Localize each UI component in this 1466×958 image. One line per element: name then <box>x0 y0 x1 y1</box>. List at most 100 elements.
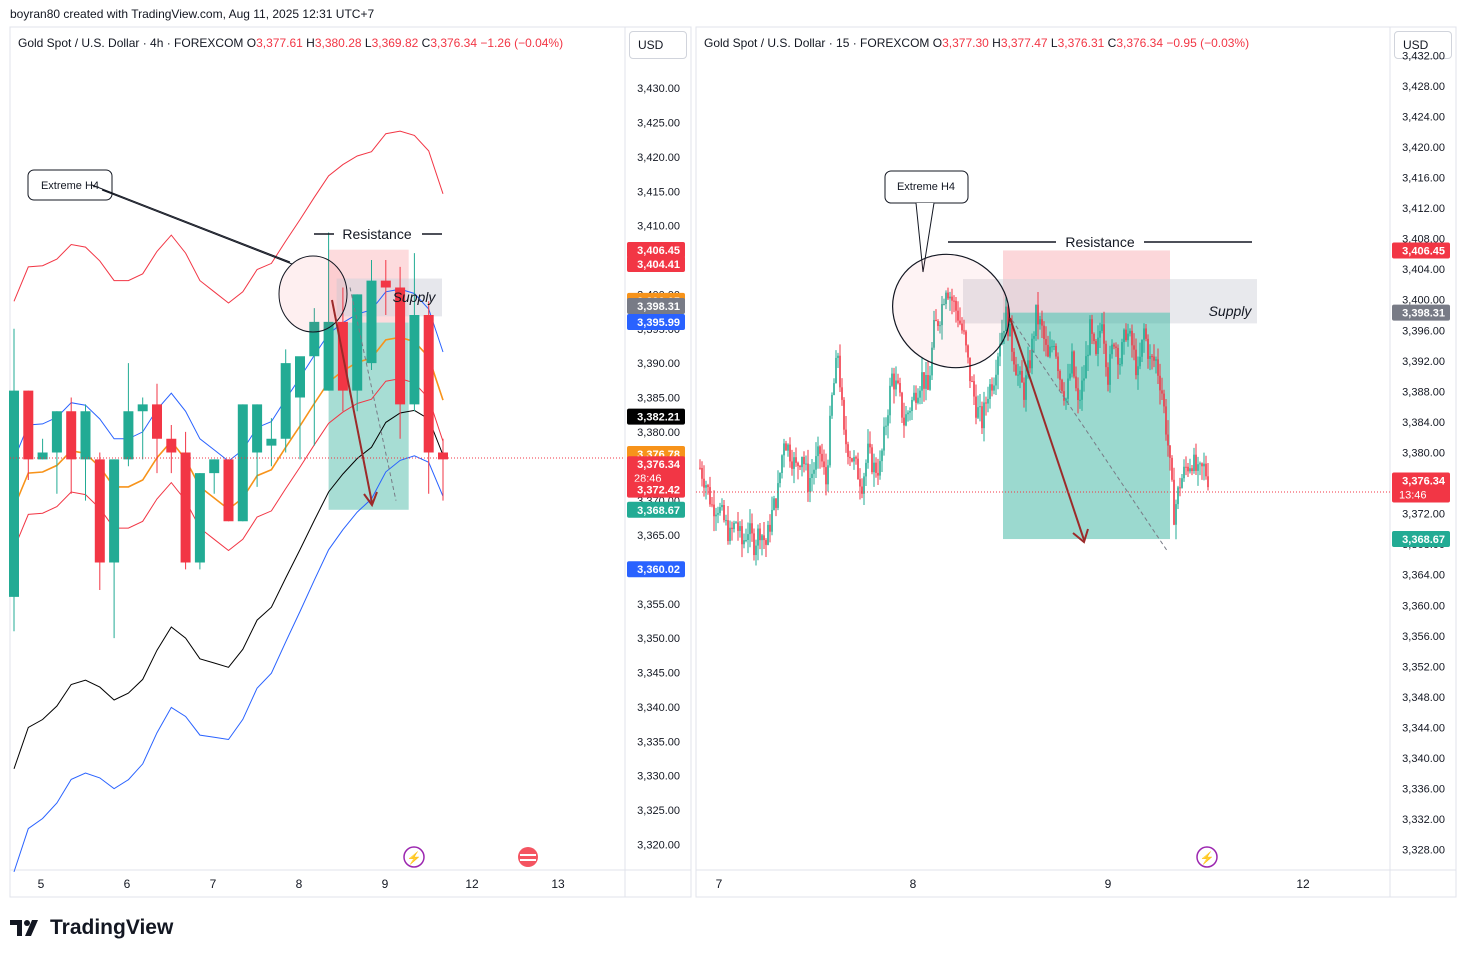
right-candle-body <box>1133 345 1135 350</box>
right-candle-body <box>1059 371 1061 380</box>
left-candle-body <box>266 438 277 446</box>
right-candle-body <box>703 478 705 488</box>
right-candle-body <box>759 528 761 541</box>
right-candle-body <box>829 415 831 466</box>
left-price-tag <box>627 501 685 518</box>
right-candle-body <box>915 392 917 403</box>
left-dashed-path <box>349 287 397 501</box>
right-y-tick-label: 3,412.00 <box>1402 203 1445 215</box>
right-candle-body <box>945 292 947 305</box>
right-candle-body <box>815 456 817 470</box>
right-candle-body <box>823 461 825 468</box>
right-price-tag-countdown: 13:46 <box>1399 489 1427 501</box>
left-y-tick-label: 3,405.00 <box>637 255 680 267</box>
right-candle-body <box>993 385 995 391</box>
right-candle-body <box>753 533 755 556</box>
right-candle-body <box>803 456 805 465</box>
right-candle-body <box>1091 319 1093 334</box>
right-candle-body <box>849 456 851 459</box>
left-y-tick-label: 3,345.00 <box>637 668 680 680</box>
right-candle-body <box>1189 468 1191 472</box>
tradingview-logo[interactable]: TradingView <box>10 916 173 940</box>
left-price-tag <box>627 446 685 463</box>
left-price-tag-countdown: 28:46 <box>634 473 662 485</box>
right-candle-body <box>773 498 775 510</box>
right-y-tick-label: 3,396.00 <box>1402 325 1445 337</box>
right-candle-body <box>1007 306 1009 337</box>
right-candle-body <box>1159 375 1161 391</box>
right-candle-body <box>1013 351 1015 365</box>
right-candle-body <box>725 520 727 522</box>
right-candle-body <box>1185 466 1187 468</box>
right-candle-body <box>1131 330 1133 346</box>
left-y-tick-label: 3,340.00 <box>637 702 680 714</box>
right-candle-body <box>711 504 713 506</box>
right-candle-body <box>857 458 859 480</box>
left-callout-pointer <box>91 184 293 265</box>
right-candle-body <box>881 450 883 462</box>
right-candle-body <box>735 522 737 524</box>
right-candle-body <box>1093 333 1095 342</box>
right-projection-arrowhead <box>1072 528 1089 544</box>
right-candle-body <box>767 524 769 545</box>
right-y-tick-label: 3,372.00 <box>1402 509 1445 521</box>
right-y-tick-label: 3,400.00 <box>1402 295 1445 307</box>
left-y-tick-label: 3,325.00 <box>637 805 680 817</box>
right-candle-body <box>821 453 823 462</box>
right-candle-body <box>785 443 787 451</box>
right-supply-zone <box>963 279 1257 324</box>
right-low: 3,376.31 <box>1057 36 1105 50</box>
right-candle-body <box>845 429 847 445</box>
right-price-tag-text: 3,398.31 <box>1402 308 1445 320</box>
left-candle-body <box>180 452 191 563</box>
left-candle-body <box>237 404 248 522</box>
right-price-tag <box>1392 304 1450 321</box>
right-candle-body <box>763 535 765 541</box>
right-candle-body <box>817 446 819 457</box>
left-y-tick-label: 3,385.00 <box>637 393 680 405</box>
right-candle-body <box>1027 360 1029 376</box>
right-y-tick-label: 3,388.00 <box>1402 386 1445 398</box>
right-candle-body <box>939 325 941 327</box>
right-candle-body <box>871 447 873 473</box>
right-candle-body <box>1057 356 1059 372</box>
right-candle-body <box>925 374 927 389</box>
right-candle-body <box>713 504 715 517</box>
right-candle-body <box>877 472 879 476</box>
left-candle-body <box>152 404 162 439</box>
right-candle-body <box>967 345 969 358</box>
right-resistance-label: Resistance <box>1065 234 1134 250</box>
right-candle-body <box>1063 391 1065 401</box>
right-y-tick-label: 3,352.00 <box>1402 661 1445 673</box>
left-price-tag-text: 3,398.31 <box>637 301 680 313</box>
right-y-tick-label: 3,344.00 <box>1402 723 1445 735</box>
left-candle-body <box>51 411 62 453</box>
right-candle-body <box>949 296 951 299</box>
left-symbol-legend[interactable]: Gold Spot / U.S. Dollar · 4h · FOREXCOM … <box>18 36 563 50</box>
left-candle-body <box>337 321 348 391</box>
left-y-tick-label: 3,415.00 <box>637 186 680 198</box>
left-resistance-zone <box>328 249 409 323</box>
right-candle-body <box>1067 378 1069 399</box>
right-y-tick-label: 3,332.00 <box>1402 814 1445 826</box>
right-event-glyph: ⚡ <box>1200 851 1215 865</box>
left-currency-button[interactable]: USD <box>629 31 687 59</box>
right-price-tag-text: 3,376.34 <box>1402 475 1446 487</box>
right-candle-body <box>911 399 913 412</box>
right-candle-body <box>975 396 977 418</box>
right-candle-body <box>1089 319 1091 355</box>
right-currency-button[interactable]: USD <box>1394 31 1452 59</box>
right-candle-body <box>981 406 983 429</box>
right-symbol-legend[interactable]: Gold Spot / U.S. Dollar · 15 · FOREXCOM … <box>704 36 1249 50</box>
right-candle-body <box>809 477 811 492</box>
right-candle-body <box>1041 319 1043 326</box>
right-candle-body <box>789 444 791 462</box>
right-candle-body <box>1079 399 1081 401</box>
right-y-tick-label: 3,420.00 <box>1402 142 1445 154</box>
left-candle-body <box>37 452 48 460</box>
left-us-flag-stripe <box>520 859 536 861</box>
left-change: −1.26 (−0.04%) <box>480 36 564 50</box>
left-candle-body <box>366 280 377 364</box>
